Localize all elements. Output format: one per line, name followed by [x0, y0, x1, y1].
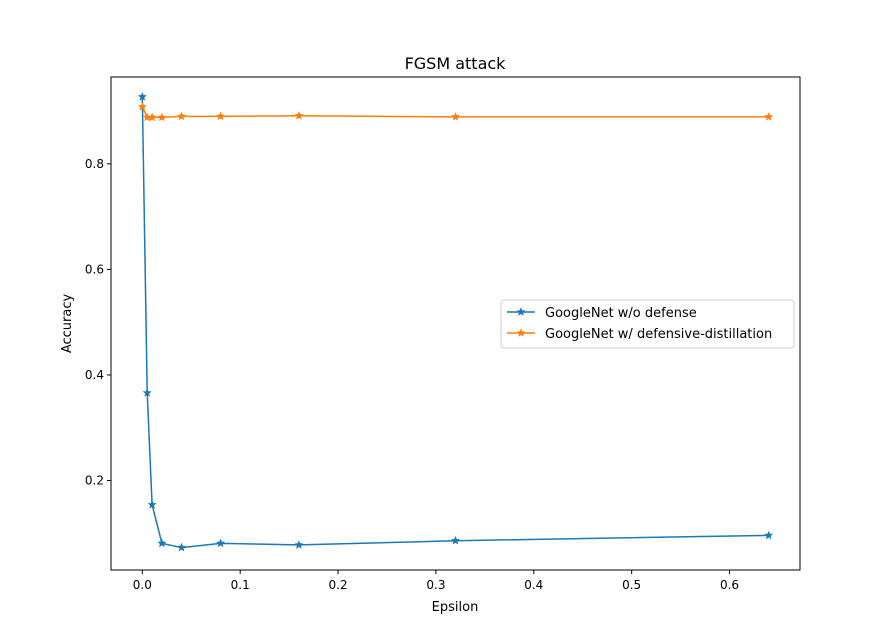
x-tick-label: 0.6 [720, 578, 739, 592]
plot-frame [110, 76, 801, 571]
data-point [176, 542, 187, 552]
x-axis-title: Epsilon [432, 600, 479, 615]
data-point [294, 540, 304, 549]
data-point [157, 112, 167, 122]
data-point [764, 111, 774, 121]
series-1 [137, 91, 774, 552]
legend-marker [516, 328, 526, 337]
legend-entry-1: GoogleNet w/o defense [507, 306, 697, 321]
data-point [215, 538, 226, 548]
x-tick-label: 0.4 [524, 578, 543, 592]
legend-label: GoogleNet w/ defensive-distillation [545, 327, 772, 342]
y-tick-label: 0.2 [85, 474, 104, 488]
x-tick-label: 0.2 [329, 578, 348, 592]
x-tick-label: 0.3 [426, 578, 445, 592]
data-point [215, 111, 226, 121]
x-tick-label: 0.1 [231, 578, 250, 592]
y-tick-label: 0.8 [85, 157, 104, 171]
data-point [764, 530, 774, 540]
data-point [294, 110, 304, 120]
legend-entries: GoogleNet w/o defense GoogleNet w/ defens… [507, 306, 772, 342]
data-point [450, 535, 461, 545]
chart-title: FGSM attack [405, 54, 507, 73]
series-layer [137, 91, 774, 552]
y-tick-label: 0.6 [85, 262, 104, 276]
ticks-layer: 0.0 0.1 0.2 0.3 0.4 0.5 0.6 0.2 0.4 0.6 0.8 [85, 157, 739, 592]
data-point [176, 111, 187, 121]
data-point [137, 91, 147, 101]
data-point [147, 499, 157, 509]
y-axis-title: Accuracy [60, 294, 75, 354]
legend-marker [516, 307, 526, 316]
data-point [147, 112, 157, 122]
data-point [450, 111, 461, 121]
data-point [137, 101, 147, 111]
legend: GoogleNet w/o defense GoogleNet w/ defens… [500, 299, 795, 349]
x-tick-label: 0.0 [133, 578, 152, 592]
data-point [157, 538, 167, 548]
series-2 [137, 101, 774, 122]
legend-entry-2: GoogleNet w/ defensive-distillation [507, 327, 772, 342]
x-tick-label: 0.5 [622, 578, 641, 592]
data-point [142, 388, 152, 397]
y-tick-label: 0.4 [85, 368, 104, 382]
legend-frame [500, 299, 795, 349]
legend-label: GoogleNet w/o defense [545, 306, 697, 321]
